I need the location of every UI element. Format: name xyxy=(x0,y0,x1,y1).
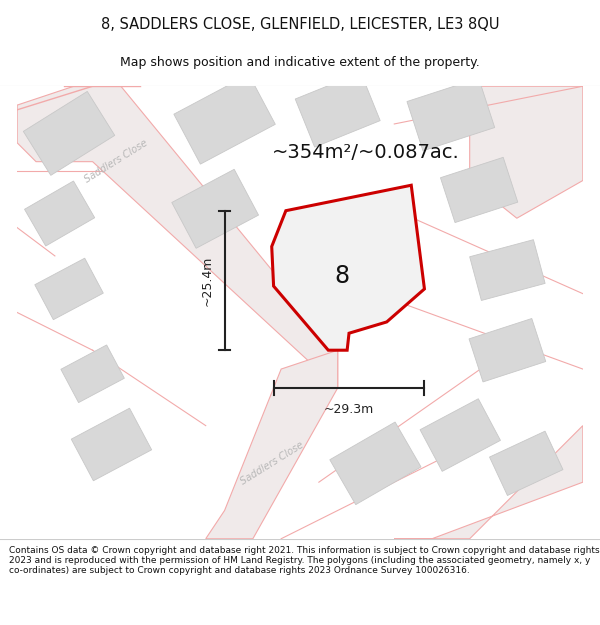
Polygon shape xyxy=(25,181,95,246)
Text: ~29.3m: ~29.3m xyxy=(324,403,374,416)
Polygon shape xyxy=(174,74,275,164)
Polygon shape xyxy=(469,319,546,382)
Polygon shape xyxy=(71,408,152,481)
Polygon shape xyxy=(23,91,115,176)
Polygon shape xyxy=(470,239,545,301)
Text: Saddlers Close: Saddlers Close xyxy=(238,440,305,487)
Polygon shape xyxy=(206,350,338,539)
Polygon shape xyxy=(35,258,103,320)
Polygon shape xyxy=(172,169,259,248)
Text: Saddlers Close: Saddlers Close xyxy=(83,138,149,185)
Polygon shape xyxy=(272,185,424,350)
Polygon shape xyxy=(61,345,124,403)
Polygon shape xyxy=(440,158,518,222)
Polygon shape xyxy=(420,399,500,471)
Polygon shape xyxy=(490,431,563,496)
Polygon shape xyxy=(295,72,380,147)
Polygon shape xyxy=(394,426,583,539)
Text: 8: 8 xyxy=(334,264,350,289)
Text: Map shows position and indicative extent of the property.: Map shows position and indicative extent… xyxy=(120,56,480,69)
Polygon shape xyxy=(17,86,338,388)
Text: Contains OS data © Crown copyright and database right 2021. This information is : Contains OS data © Crown copyright and d… xyxy=(9,546,599,576)
Text: 8, SADDLERS CLOSE, GLENFIELD, LEICESTER, LE3 8QU: 8, SADDLERS CLOSE, GLENFIELD, LEICESTER,… xyxy=(101,17,499,32)
Polygon shape xyxy=(330,422,421,504)
Text: ~354m²/~0.087ac.: ~354m²/~0.087ac. xyxy=(272,142,460,162)
Polygon shape xyxy=(407,78,495,151)
Polygon shape xyxy=(470,86,583,218)
Text: ~25.4m: ~25.4m xyxy=(200,255,213,306)
